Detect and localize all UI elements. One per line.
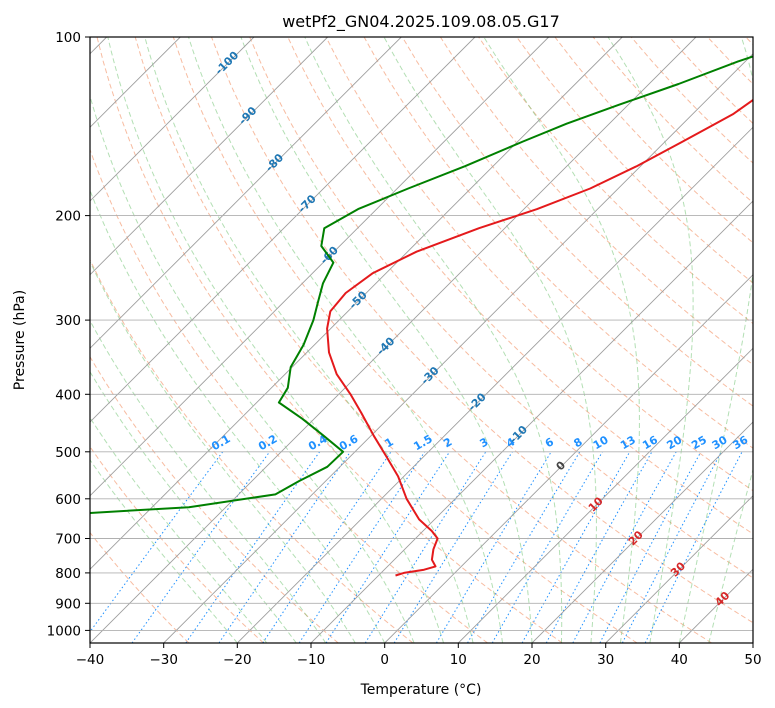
moist-adiabat-line — [678, 37, 753, 643]
y-tick-label: 500 — [55, 445, 81, 461]
temperature-trace — [326, 98, 753, 577]
dewpoint-trace — [90, 55, 753, 514]
moist-adiabat-line — [90, 189, 386, 643]
moist-adiabat-line — [240, 37, 533, 643]
background-lines — [90, 37, 753, 643]
moist-adiabat-line — [90, 416, 268, 643]
dry-adiabat-line — [211, 37, 753, 624]
dry-adiabat-line — [249, 37, 753, 579]
x-axis: −40 −30 −20 −10 0 10 20 30 40 50 — [76, 643, 762, 668]
moist-adiabat-line — [607, 37, 694, 643]
dry-adiabat-line — [172, 37, 712, 643]
dry-adiabat-line — [516, 37, 753, 284]
mixing-ratio-line — [185, 451, 321, 643]
x-tick-label: −20 — [223, 652, 252, 668]
dry-adiabat-line — [439, 37, 753, 366]
chart-title: wetPf2_GN04.2025.109.08.05.G17 — [282, 12, 560, 32]
y-axis-title: Pressure (hPa) — [12, 290, 28, 390]
isotherm-line — [384, 274, 753, 643]
moist-adiabat-line — [188, 37, 503, 643]
dry-adiabat-line — [90, 355, 339, 643]
mixing-ratio-line — [325, 451, 451, 643]
grid-lines — [90, 37, 753, 643]
y-tick-label: 700 — [55, 532, 81, 548]
moist-adiabat-line — [107, 37, 445, 643]
y-tick-label: 400 — [55, 387, 81, 403]
dry-adiabat-line — [90, 531, 190, 643]
dry-adiabat-line — [96, 37, 563, 643]
dry-adiabat-line — [325, 37, 753, 492]
isotherm-line — [90, 37, 255, 202]
dry-adiabat-line — [134, 37, 638, 643]
moist-adiabat-line — [383, 37, 597, 643]
isotherm-line — [163, 53, 753, 643]
dry-adiabat-line — [90, 148, 488, 643]
x-axis-title: Temperature (°C) — [360, 682, 482, 698]
mixing-ratio-line — [572, 451, 677, 643]
mixing-ratio-line — [298, 451, 426, 643]
y-tick-label: 800 — [55, 566, 81, 582]
y-tick-label: 300 — [55, 313, 81, 329]
isotherm-line — [90, 37, 329, 276]
plot-frame — [89, 36, 754, 644]
sounding-traces — [90, 55, 753, 577]
dry-adiabat-line — [401, 37, 753, 407]
moist-adiabat-line — [483, 37, 640, 643]
x-tick-label: −40 — [76, 652, 105, 668]
moist-adiabat-line — [708, 467, 753, 643]
isotherm-line — [90, 37, 623, 570]
x-tick-label: 40 — [671, 652, 688, 668]
isotherm-line — [236, 126, 753, 643]
isotherm-line — [90, 37, 697, 643]
y-tick-label: 900 — [55, 596, 81, 612]
x-tick-label: 0 — [380, 652, 389, 668]
y-tick-label: 600 — [55, 492, 81, 508]
mixing-ratio-line — [435, 451, 552, 643]
mixing-ratio-line — [644, 451, 743, 643]
dry-adiabat-line — [90, 445, 264, 643]
x-tick-label: −10 — [297, 652, 326, 668]
moist-adiabat-line — [304, 37, 563, 643]
x-tick-label: 50 — [744, 652, 761, 668]
mixing-ratio-line — [364, 451, 487, 643]
isotherm-line — [457, 347, 753, 643]
isotherm-line — [90, 37, 476, 423]
mixing-ratio-line — [262, 451, 392, 643]
isotherm-line — [310, 200, 753, 643]
isotherm-line — [90, 37, 402, 349]
moist-adiabat-line — [90, 319, 327, 643]
isotherm-line — [90, 37, 550, 497]
mixing-ratio-line — [521, 451, 631, 643]
x-tick-label: 30 — [597, 652, 614, 668]
mixing-ratio-line — [131, 451, 271, 643]
moist-adiabat-line — [144, 37, 474, 643]
isotherm-line — [531, 421, 753, 643]
y-tick-label: 100 — [55, 30, 81, 46]
y-tick-label: 1000 — [47, 623, 81, 639]
x-tick-label: 20 — [523, 652, 540, 668]
mixing-ratio-line — [90, 451, 224, 633]
mixing-ratio-line — [545, 451, 653, 643]
mixing-ratio-line — [599, 451, 702, 643]
y-tick-label: 200 — [55, 209, 81, 225]
moist-adiabat-line — [90, 458, 238, 643]
y-axis: 100 200 300 400 500 600 700 800 900 1000 — [47, 30, 90, 639]
isotherm-line — [605, 495, 753, 643]
moist-adiabat-line — [90, 260, 356, 643]
x-tick-label: 10 — [450, 652, 467, 668]
mixing-ratio-line — [218, 451, 351, 643]
x-tick-label: −30 — [149, 652, 178, 668]
